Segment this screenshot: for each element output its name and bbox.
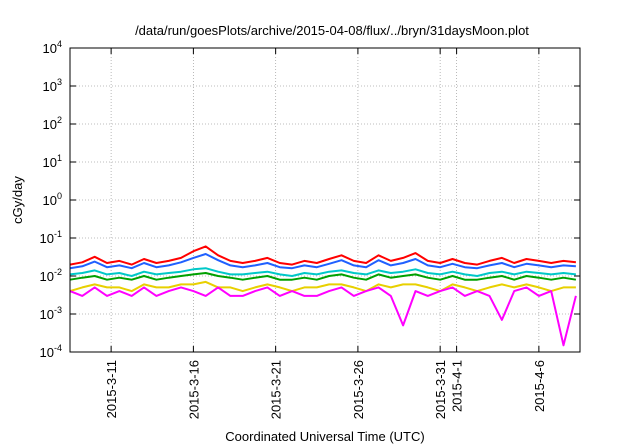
x-tick-label: 2015-3-11 — [104, 360, 119, 418]
y-tick-label: 100 — [43, 191, 62, 208]
y-tick-label: 10-1 — [40, 229, 62, 246]
x-tick-label: 2015-4-1 — [450, 360, 465, 412]
series-line-2 — [69, 253, 576, 270]
x-axis-label: Coordinated Universal Time (UTC) — [225, 429, 424, 444]
y-tick-label: 102 — [43, 115, 62, 132]
y-tick-label: 10-2 — [40, 267, 62, 284]
chart-title: /data/run/goesPlots/archive/2015-04-08/f… — [135, 23, 529, 38]
x-tick-label: 2015-3-21 — [269, 360, 284, 419]
x-tick-label: 2015-4-6 — [532, 360, 547, 412]
series-line-5 — [69, 280, 576, 293]
y-tick-label: 101 — [43, 153, 62, 170]
series-line-6 — [69, 286, 577, 347]
grid — [70, 48, 580, 352]
y-tick-label: 10-3 — [40, 305, 62, 322]
x-tick-label: 2015-3-26 — [351, 360, 366, 419]
series-line-1 — [69, 245, 577, 266]
y-tick-label: 103 — [43, 77, 62, 94]
series-line-3 — [69, 267, 577, 277]
x-axis: 2015-3-11 2015-3-16 2015-3-21 2015-3-26 2015… — [104, 48, 547, 419]
x-tick-label: 2015-3-16 — [186, 360, 201, 419]
x-tick-label: 2015-3-31 — [433, 360, 448, 419]
series-group — [69, 245, 577, 347]
y-tick-label: 10-4 — [40, 343, 62, 360]
y-tick-label: 104 — [43, 39, 62, 56]
y-axis-label: cGy/day — [10, 176, 25, 224]
series-line-4 — [69, 272, 577, 281]
y-axis: 10-4 10-3 10-2 10-1 100 101 102 103 104 — [40, 39, 580, 360]
